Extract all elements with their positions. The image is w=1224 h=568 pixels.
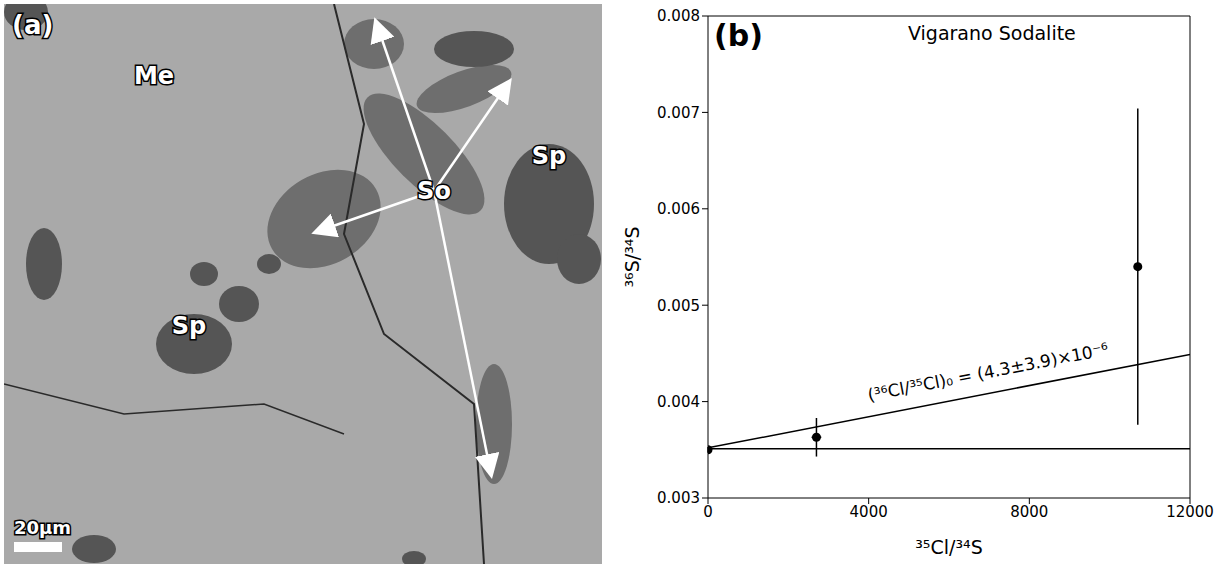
html-text:(³⁶Cl/³⁵Cl)₀ = (4.3±3.9)×10⁻⁶: (³⁶Cl/³⁵Cl)₀ = (4.3±3.9)×10⁻⁶ [866, 338, 1110, 406]
svg-text:³⁶S/³⁴S: ³⁶S/³⁴S [621, 227, 643, 288]
html-text:(b): (b) [714, 18, 763, 53]
svg-text:Me: Me [134, 62, 174, 90]
svg-text:0.007: 0.007 [657, 104, 700, 122]
svg-text:(a): (a) [12, 10, 53, 40]
svg-text:0.006: 0.006 [657, 200, 700, 218]
svg-text:4000: 4000 [850, 503, 888, 521]
svg-text:Sp: Sp [172, 312, 206, 340]
svg-text:0.003: 0.003 [657, 489, 700, 507]
html-text:Vigarano Sodalite: Vigarano Sodalite [908, 22, 1076, 44]
svg-text:8000: 8000 [1010, 503, 1048, 521]
svg-text:20μm: 20μm [14, 517, 71, 538]
svg-text:12000: 12000 [1166, 503, 1214, 521]
svg-text:0.008: 0.008 [657, 7, 700, 25]
svg-text:Sp: Sp [532, 142, 566, 170]
svg-text:So: So [417, 177, 451, 205]
svg-text:0.004: 0.004 [657, 393, 700, 411]
svg-text:³⁵Cl/³⁴S: ³⁵Cl/³⁴S [915, 536, 982, 558]
svg-text:0: 0 [703, 503, 713, 521]
svg-text:0.005: 0.005 [657, 297, 700, 315]
